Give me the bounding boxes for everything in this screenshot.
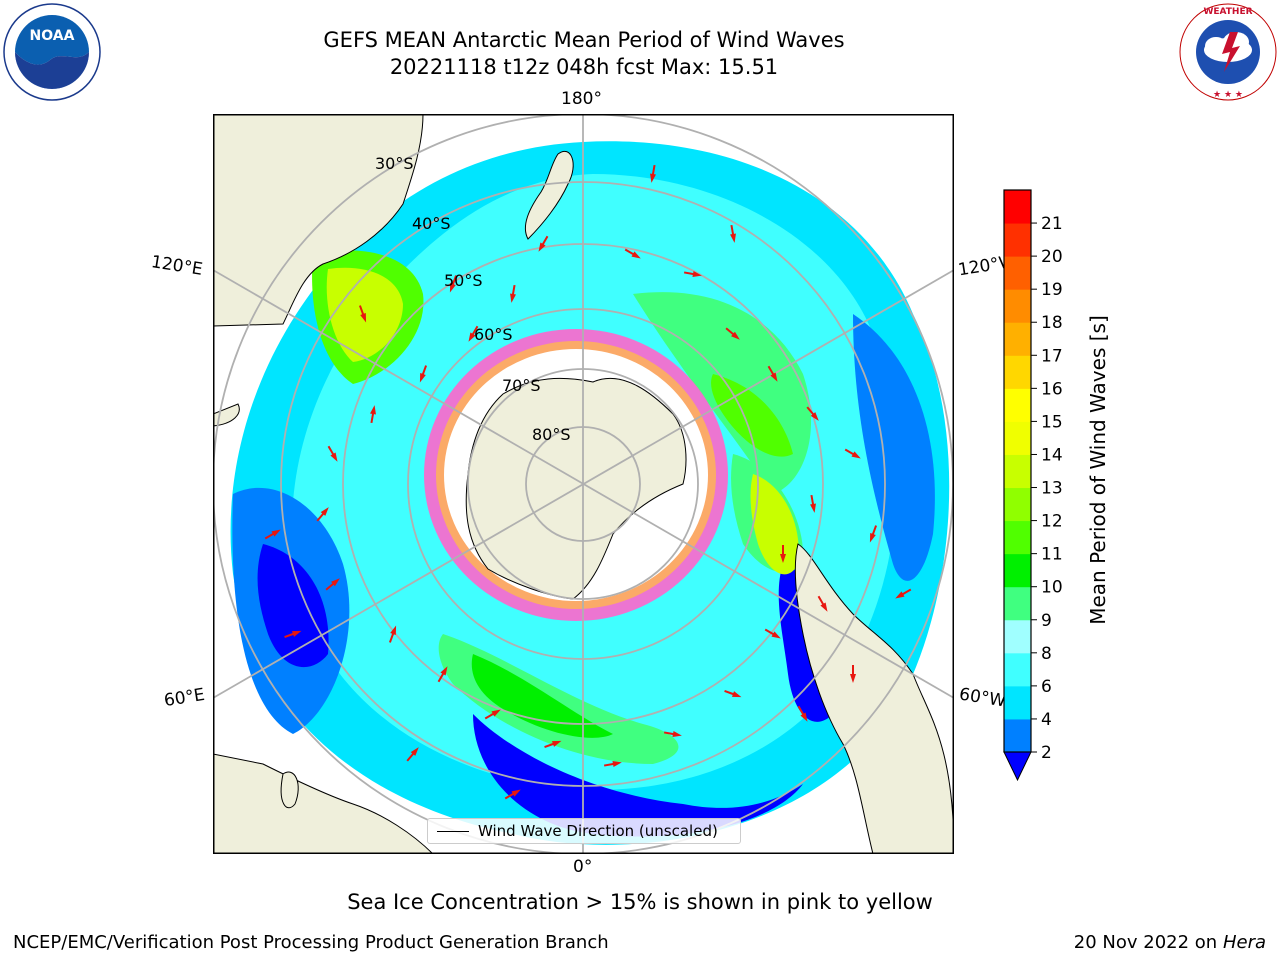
colorbar-tick-label: 13 (1041, 479, 1063, 499)
colorbar-tick-label: 16 (1041, 379, 1063, 399)
colorbar-bin (1004, 223, 1031, 257)
colorbar-tick-label: 9 (1041, 611, 1052, 631)
lon-label-60e: 60°E (163, 685, 207, 711)
lat-label-70s: 70°S (502, 376, 541, 395)
colorbar-tick-label: 2 (1041, 743, 1052, 763)
noaa-logo: NOAA (2, 2, 102, 102)
colorbar-tick-label: 15 (1041, 412, 1063, 432)
colorbar-tick-label: 12 (1041, 512, 1063, 532)
legend-line-swatch (437, 831, 469, 832)
colorbar-bin (1004, 289, 1031, 323)
svg-text:WEATHER: WEATHER (1203, 7, 1252, 17)
colorbar-tick-label: 10 (1041, 578, 1063, 598)
map-legend: Wind Wave Direction (unscaled) (427, 818, 741, 844)
colorbar-bin (1004, 256, 1031, 290)
lat-label-80s: 80°S (532, 425, 571, 444)
colorbar-tick-label: 21 (1041, 214, 1063, 234)
colorbar: 2 4 6 8 9 10 11 12 13 14 15 16 17 18 19 20 21 (990, 180, 1090, 790)
colorbar-bin (1004, 521, 1031, 555)
colorbar-tick-label: 11 (1041, 545, 1063, 565)
polar-map: 30°S 40°S 50°S 60°S 70°S 80°S (213, 114, 954, 854)
colorbar-bin (1004, 190, 1031, 224)
colorbar-bin (1004, 686, 1031, 720)
colorbar-tick-label: 20 (1041, 247, 1063, 267)
colorbar-bin (1004, 488, 1031, 522)
colorbar-tick-label: 14 (1041, 445, 1063, 465)
sea-ice-note: Sea Ice Concentration > 15% is shown in … (0, 890, 1280, 914)
footer-date-text: 20 Nov 2022 on (1074, 932, 1217, 953)
colorbar-ticks: 2 4 6 8 9 10 11 12 13 14 15 16 17 18 19 20 21 (1031, 214, 1063, 763)
colorbar-bin (1004, 421, 1031, 455)
colorbar-bin (1004, 388, 1031, 422)
legend-label: Wind Wave Direction (unscaled) (478, 819, 718, 843)
colorbar-bin (1004, 322, 1031, 356)
colorbar-bin (1004, 587, 1031, 621)
lat-label-30s: 30°S (375, 154, 414, 173)
colorbar-tick-label: 4 (1041, 710, 1052, 730)
lon-label-180: 180° (561, 89, 602, 109)
colorbar-tick-label: 18 (1041, 313, 1063, 333)
svg-text:NOAA: NOAA (30, 28, 75, 44)
footer-machine: Hera (1223, 932, 1266, 953)
colorbar-tick-label: 17 (1041, 346, 1063, 366)
colorbar-bin (1004, 719, 1031, 753)
lon-label-120e: 120°E (150, 252, 204, 280)
colorbar-bin (1004, 355, 1031, 389)
colorbar-tick-label: 6 (1041, 677, 1052, 697)
colorbar-title: Mean Period of Wind Waves [s] (1086, 315, 1110, 625)
chart-subtitle: 20221118 t12z 048h fcst Max: 15.51 (0, 54, 1168, 80)
land-madagascar (281, 772, 298, 808)
colorbar-bins (1004, 190, 1031, 753)
colorbar-under-extension (1004, 752, 1031, 780)
lon-label-0: 0° (573, 857, 592, 877)
footer-date: 20 Nov 2022 on Hera (1074, 932, 1266, 953)
lat-label-50s: 50°S (444, 271, 483, 290)
colorbar-bin (1004, 620, 1031, 654)
colorbar-tick-label: 19 (1041, 280, 1063, 300)
nws-logo: WEATHER ★ ★ ★ (1178, 2, 1278, 102)
colorbar-bin (1004, 454, 1031, 488)
footer-credit: NCEP/EMC/Verification Post Processing Pr… (13, 932, 609, 953)
svg-text:★ ★ ★: ★ ★ ★ (1213, 90, 1243, 100)
chart-title: GEFS MEAN Antarctic Mean Period of Wind … (0, 27, 1168, 53)
lat-label-60s: 60°S (474, 325, 513, 344)
colorbar-tick-label: 8 (1041, 644, 1052, 664)
colorbar-bin (1004, 653, 1031, 687)
colorbar-bin (1004, 554, 1031, 588)
lat-label-40s: 40°S (412, 214, 451, 233)
